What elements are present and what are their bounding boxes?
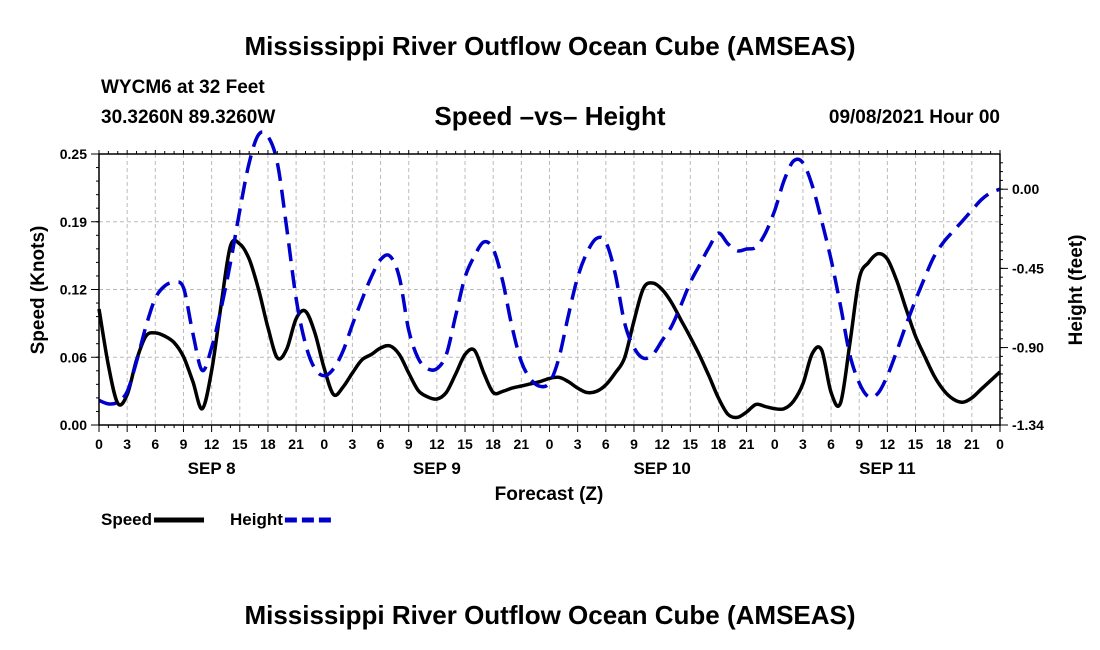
x-tick-label: 0 [771,436,779,452]
y2-tick-label: -0.90 [1012,340,1044,356]
x-tick-label: 9 [405,436,413,452]
x-tick-label: 9 [180,436,188,452]
grid-lines [99,154,1000,425]
x-tick-label: 18 [936,436,952,452]
x-tick-label: 3 [349,436,357,452]
x-tick-label: 3 [123,436,131,452]
x-tick-label: 18 [711,436,727,452]
y2-tick-label: -1.34 [1012,417,1044,433]
x-tick-label: 15 [457,436,473,452]
y2-tick-label: 0.00 [1012,181,1039,197]
y-tick-label: 0.06 [60,349,87,365]
y2-axis-ticks: 0.00 -0.45 -0.90 -1.34 [1000,162,1044,433]
x-tick-label: 21 [288,436,304,452]
x-tick-label: 18 [260,436,276,452]
chart-title: Speed –vs– Height [434,101,666,131]
legend: Speed Height [101,510,335,529]
x-tick-label: 0 [996,436,1004,452]
series-lines [97,130,1002,420]
x-tick-label: 21 [964,436,980,452]
forecast-date: 09/08/2021 Hour 00 [828,107,1000,128]
chart-footer-title: Mississippi River Outflow Ocean Cube (AM… [244,600,856,630]
plot-frame [98,153,1001,426]
station-coordinates: 30.3260N 89.3260W [101,107,276,128]
x-axis-label: Forecast (Z) [495,484,604,505]
day-label: SEP 8 [188,459,236,478]
x-tick-label: 15 [908,436,924,452]
x-tick-label: 9 [630,436,638,452]
x-tick-label: 3 [574,436,582,452]
chart-header-title: Mississippi River Outflow Ocean Cube (AM… [244,31,856,61]
x-tick-label: 15 [232,436,248,452]
x-tick-label: 9 [855,436,863,452]
x-tick-label: 3 [799,436,807,452]
day-label: SEP 10 [633,459,690,478]
height-series-line [98,130,1001,406]
x-tick-label: 0 [546,436,554,452]
legend-label: Height [230,510,283,529]
x-tick-label: 0 [95,436,103,452]
speed-series-line [97,238,1002,420]
y-tick-label: 0.12 [60,282,87,298]
day-label: SEP 9 [413,459,461,478]
day-label: SEP 11 [859,459,915,478]
legend-label: Speed [101,510,152,529]
y-axis-label: Speed (Knots) [28,226,49,355]
day-labels: SEP 8 SEP 9 SEP 10 SEP 11 [188,459,916,478]
x-tick-label: 12 [204,436,220,452]
y2-tick-label: -0.45 [1012,260,1044,276]
x-tick-label: 12 [654,436,670,452]
y-axis-ticks: 0.00 0.06 0.12 0.19 0.25 [60,146,99,433]
y-tick-label: 0.25 [60,146,87,162]
x-tick-label: 21 [739,436,755,452]
y-tick-label: 0.19 [60,214,87,230]
x-tick-label: 15 [682,436,698,452]
x-tick-label: 12 [429,436,445,452]
x-tick-label: 6 [827,436,835,452]
x-tick-label: 6 [151,436,159,452]
x-tick-label: 18 [485,436,501,452]
y-tick-label: 0.00 [60,417,87,433]
x-axis-ticks: 0 3 6 9 12 15 18 21 0 3 6 9 12 15 18 21 0 3 6 9 12 15 18 21 0 3 6 9… [95,150,1004,452]
station-name: WYCM6 at 32 Feet [101,77,265,98]
y2-axis-label: Height (feet) [1066,235,1087,346]
x-tick-label: 0 [320,436,328,452]
x-tick-label: 12 [880,436,896,452]
x-tick-label: 6 [602,436,610,452]
x-tick-label: 6 [377,436,385,452]
x-tick-label: 21 [514,436,530,452]
